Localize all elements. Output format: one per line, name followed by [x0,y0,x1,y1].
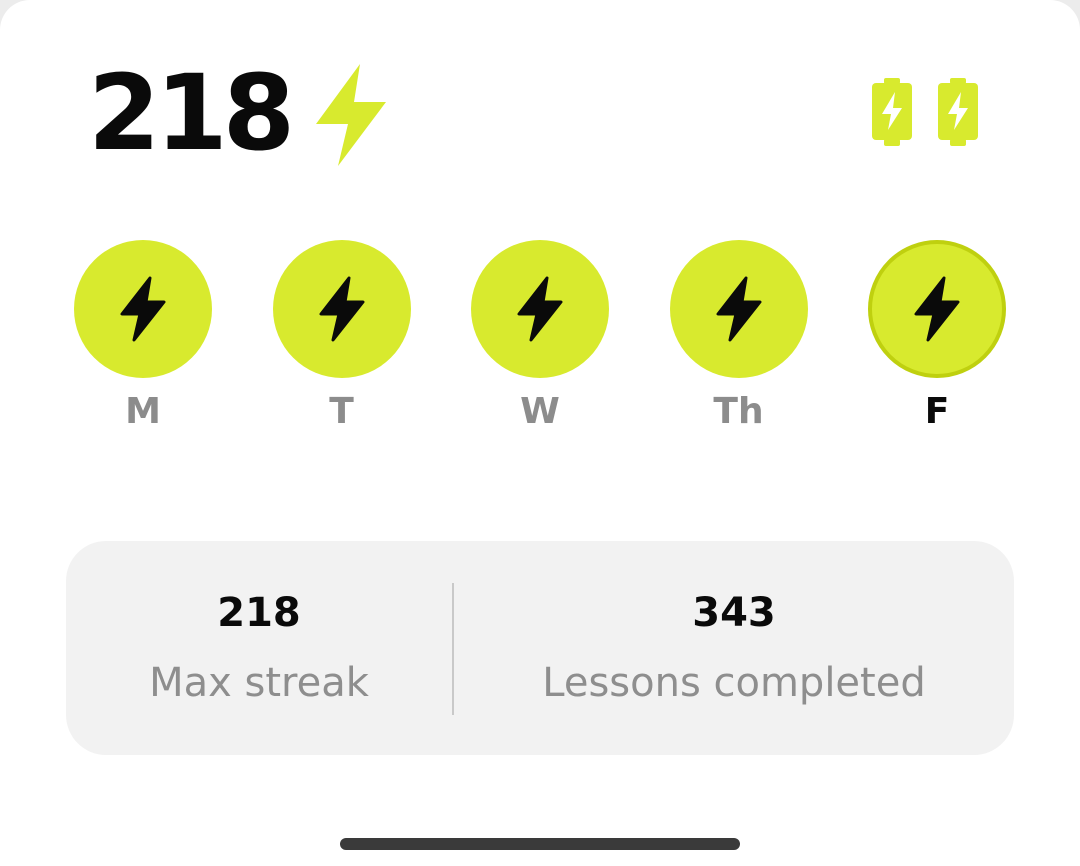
day-circle [272,240,411,378]
stat-max-streak: 218 Max streak [66,541,452,755]
day-label: Th [713,391,764,432]
day-monday[interactable]: M [74,240,212,440]
stats-card: 218 Max streak 343 Lessons completed [66,541,1014,755]
day-circle [74,240,212,378]
lightning-bolt-icon [716,276,761,342]
day-label: W [520,391,560,432]
day-label: T [329,391,354,432]
day-circle-current [868,240,1006,378]
max-streak-label: Max streak [149,660,369,706]
streak-header: 218 [88,58,390,168]
home-indicator[interactable] [340,838,740,850]
lessons-completed-value: 343 [692,590,776,636]
lightning-bolt-icon [914,276,960,342]
day-circle [669,240,808,378]
day-thursday[interactable]: Th [669,240,808,440]
stat-lessons-completed: 343 Lessons completed [454,541,1014,755]
streak-count: 218 [88,52,295,174]
day-friday[interactable]: F [868,240,1006,440]
day-label: M [125,391,161,432]
lightning-bolt-icon [316,64,387,166]
stats-divider [452,583,454,715]
lessons-completed-label: Lessons completed [542,660,926,706]
battery-bolt-icon [938,78,978,146]
lightning-bolt-icon [319,276,364,342]
week-days: M T W Th [74,240,1006,440]
lightning-bolt-icon [517,276,563,342]
max-streak-value: 218 [217,590,301,636]
day-circle [471,240,609,378]
day-label-current: F [924,391,950,432]
battery-bolt-icon [872,78,912,146]
day-tuesday[interactable]: T [272,240,411,440]
lightning-bolt-icon [120,276,166,342]
streak-freezes[interactable] [872,78,978,146]
day-wednesday[interactable]: W [471,240,609,440]
